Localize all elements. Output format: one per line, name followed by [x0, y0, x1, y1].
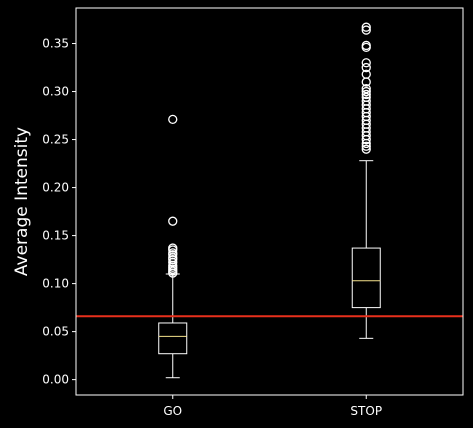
- outlier-point: [361, 62, 371, 73]
- y-tick-label: 0.05: [42, 325, 69, 339]
- iqr-box: [158, 322, 188, 355]
- y-tick-label: 0.15: [42, 229, 69, 243]
- x-tick-label-stop: STOP: [350, 404, 382, 418]
- outlier-point: [361, 25, 371, 35]
- outlier-point: [168, 248, 178, 258]
- outlier-point: [361, 69, 371, 79]
- x-tick-label-go: GO: [163, 404, 182, 418]
- iqr-box: [351, 247, 381, 309]
- outlier-point: [361, 144, 371, 154]
- box-group: [158, 22, 381, 379]
- outlier-point: [361, 84, 371, 94]
- outlier-point: [361, 86, 371, 97]
- outlier-point: [168, 243, 178, 253]
- y-tick-label: 0.25: [42, 133, 69, 147]
- plot-frame: [75, 7, 464, 396]
- box-stop: [351, 22, 381, 339]
- outlier-point: [361, 40, 371, 51]
- box-go: [158, 114, 188, 379]
- outlier-point: [168, 114, 178, 125]
- outlier-point: [361, 22, 371, 32]
- outlier-point: [361, 89, 371, 100]
- y-axis-label: Average Intensity: [12, 127, 32, 276]
- x-axis-ticks: GO STOP: [163, 395, 382, 418]
- outlier-point: [168, 216, 178, 226]
- y-axis-ticks: 0.00 0.05 0.10 0.15 0.20 0.25 0.30 0.35: [42, 37, 76, 387]
- y-tick-label: 0.35: [42, 37, 69, 51]
- y-tick-label: 0.30: [42, 85, 69, 99]
- outlier-point: [361, 96, 371, 106]
- y-tick-label: 0.00: [42, 373, 69, 387]
- outlier-point: [361, 141, 371, 151]
- outlier-point: [361, 58, 371, 68]
- y-tick-label: 0.20: [42, 181, 69, 195]
- y-tick-label: 0.10: [42, 277, 69, 291]
